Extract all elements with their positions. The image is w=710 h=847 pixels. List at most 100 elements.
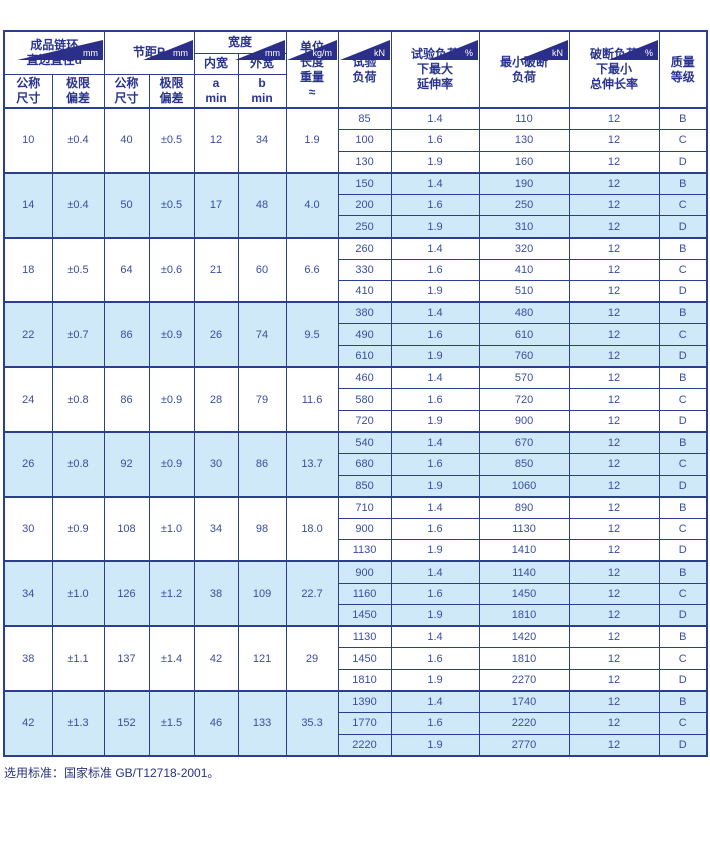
cell-test-load: 720 (337, 409, 392, 433)
cell-grade: B (658, 495, 708, 519)
cell-max-elongation: 1.6 (390, 323, 480, 347)
cell-total-elongation: 12 (568, 301, 660, 325)
header-a-min: a min (193, 73, 239, 109)
cell-p-tol: ±1.2 (148, 560, 195, 627)
header-width-group: 宽度 (193, 30, 287, 54)
cell-d-tol: ±1.3 (51, 690, 105, 757)
header-nominal-size-p: 公称 尺寸 (103, 73, 150, 109)
cell-test-load: 1130 (337, 625, 392, 649)
cell-break-load: 190 (478, 171, 570, 195)
cell-break-load: 670 (478, 430, 570, 454)
cell-break-load: 1420 (478, 625, 570, 649)
header-min-break-load: 最小破断 负荷 (478, 30, 570, 109)
cell-d-tol: ±1.0 (51, 560, 105, 627)
cell-max-elongation: 1.9 (390, 215, 480, 239)
unit-flag-label: kN (552, 48, 563, 58)
unit-flag: % (428, 40, 478, 60)
unit-flag-label: % (644, 48, 653, 58)
cell-total-elongation: 12 (568, 474, 660, 498)
cell-grade: B (658, 690, 708, 714)
cell-grade: D (658, 604, 708, 627)
cell-max-elongation: 1.9 (390, 668, 480, 692)
cell-max-elongation: 1.6 (390, 129, 480, 152)
cell-b: 121 (237, 625, 287, 692)
standard-note: 选用标准：国家标准 GB/T12718-2001。 (4, 765, 220, 780)
cell-max-elongation: 1.6 (390, 453, 480, 476)
cell-break-load: 130 (478, 129, 570, 152)
table-row: 100 1.6 130 12 C (4, 129, 708, 152)
cell-break-load: 850 (478, 453, 570, 476)
cell-p: 92 (103, 430, 150, 498)
cell-test-load: 1450 (337, 604, 392, 627)
cell-test-load: 460 (337, 366, 392, 390)
cell-break-load: 250 (478, 193, 570, 217)
cell-grade: D (658, 474, 708, 498)
cell-a: 12 (193, 107, 239, 174)
cell-test-load: 1770 (337, 712, 392, 735)
cell-a: 46 (193, 690, 239, 757)
table-row: 42 ±1.3 152 ±1.5 46 133 35.3 1390 1.4 1740 12 B (3, 690, 708, 757)
table-row: 410 1.9 510 12 D (4, 280, 708, 303)
cell-test-load: 710 (337, 495, 392, 519)
cell-test-load: 1160 (337, 582, 392, 606)
unit-flag: mm (235, 40, 285, 60)
cell-grade: D (658, 150, 708, 174)
cell-w: 4.0 (285, 171, 339, 239)
header-limit-dev-d: 极限 偏差 (51, 73, 105, 109)
cell-total-elongation: 12 (568, 129, 660, 152)
cell-b: 86 (237, 430, 287, 498)
cell-total-elongation: 12 (568, 517, 660, 541)
cell-test-load: 900 (337, 517, 392, 541)
cell-test-load: 130 (337, 150, 392, 174)
cell-break-load: 480 (478, 301, 570, 325)
table-row: 610 1.9 760 12 D (4, 345, 708, 368)
cell-b: 79 (237, 366, 287, 433)
unit-flag: kN (340, 40, 390, 60)
cell-w: 1.9 (285, 107, 339, 174)
unit-flag-label: kN (374, 48, 385, 58)
cell-total-elongation: 12 (568, 215, 660, 239)
cell-break-load: 1810 (478, 647, 570, 670)
cell-b: 60 (237, 236, 287, 303)
cell-test-load: 1130 (337, 539, 392, 562)
table-row: 490 1.6 610 12 C (4, 323, 708, 347)
cell-test-load: 490 (337, 323, 392, 347)
cell-test-load: 610 (337, 345, 392, 368)
table-row: 200 1.6 250 12 C (4, 193, 708, 217)
cell-test-load: 1390 (337, 690, 392, 714)
cell-total-elongation: 12 (568, 430, 660, 454)
cell-p: 137 (103, 625, 150, 692)
cell-total-elongation: 12 (568, 366, 660, 390)
cell-test-load: 200 (337, 193, 392, 217)
cell-a: 21 (193, 236, 239, 303)
cell-max-elongation: 1.6 (390, 258, 480, 282)
cell-total-elongation: 12 (568, 495, 660, 519)
cell-break-load: 720 (478, 388, 570, 411)
unit-flag-label: mm (173, 48, 188, 58)
table-row: 1160 1.6 1450 12 C (4, 582, 708, 606)
cell-break-load: 610 (478, 323, 570, 347)
cell-total-elongation: 12 (568, 150, 660, 174)
cell-break-load: 1060 (478, 474, 570, 498)
cell-total-elongation: 12 (568, 712, 660, 735)
unit-flag-label: kg/m (312, 48, 332, 58)
cell-total-elongation: 12 (568, 236, 660, 260)
cell-w: 35.3 (285, 690, 339, 757)
table-row: 250 1.9 310 12 D (4, 215, 708, 239)
cell-a: 28 (193, 366, 239, 433)
cell-b: 34 (237, 107, 287, 174)
cell-a: 38 (193, 560, 239, 627)
cell-grade: D (658, 280, 708, 303)
table-row: 2220 1.9 2770 12 D (4, 733, 708, 757)
table-row: 30 ±0.9 108 ±1.0 34 98 18.0 710 1.4 890 12 B (3, 495, 708, 562)
cell-test-load: 100 (337, 129, 392, 152)
cell-total-elongation: 12 (568, 647, 660, 670)
cell-w: 13.7 (285, 430, 339, 498)
cell-break-load: 310 (478, 215, 570, 239)
cell-test-load: 1450 (337, 647, 392, 670)
cell-d: 24 (3, 366, 53, 433)
cell-grade: C (658, 258, 708, 282)
cell-total-elongation: 12 (568, 539, 660, 562)
cell-test-load: 260 (337, 236, 392, 260)
cell-grade: D (658, 733, 708, 757)
